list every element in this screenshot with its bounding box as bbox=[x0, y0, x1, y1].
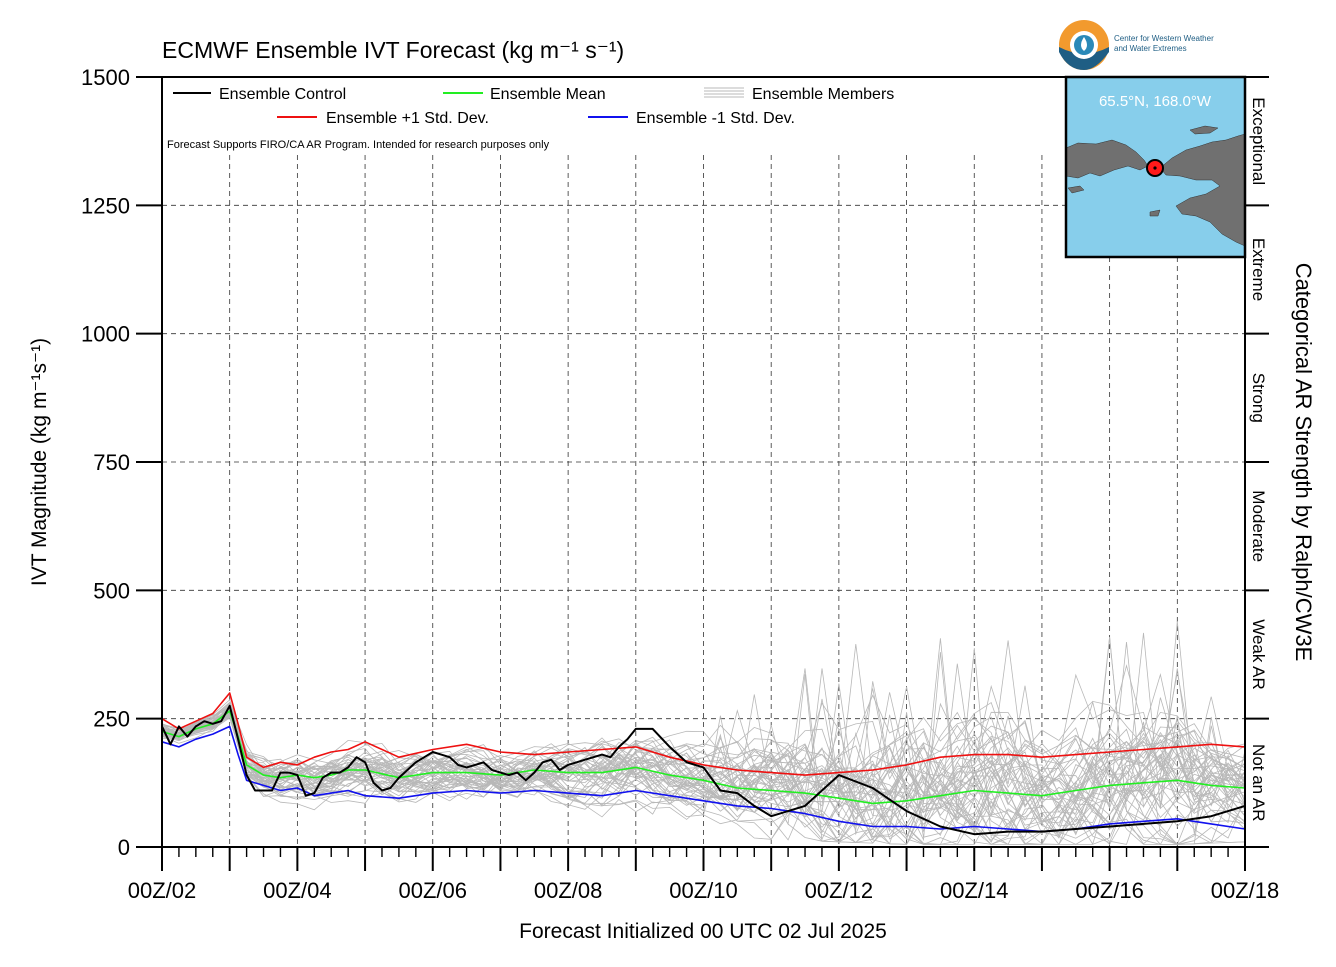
series-line-ensemble-control bbox=[161, 704, 1246, 836]
legend: Ensemble Control Ensemble Mean Ensemble … bbox=[173, 86, 894, 127]
series-line-ensemble-1-std-dev bbox=[161, 692, 1246, 776]
x-tick-label: 00Z/12 bbox=[805, 878, 874, 903]
right-axis-label: Categorical AR Strength by Ralph/CW3E bbox=[1291, 263, 1316, 662]
location-marker-dot bbox=[1153, 166, 1157, 170]
series-line-ensemble-1-std-dev bbox=[161, 725, 1246, 833]
inset-frame bbox=[1064, 75, 1247, 259]
y-tick-label: 750 bbox=[93, 450, 130, 475]
y-tick-label: 1250 bbox=[81, 193, 130, 218]
inset-land-east bbox=[1159, 133, 1246, 247]
ar-category-label: Strong bbox=[1249, 373, 1268, 423]
ensemble-member-line bbox=[161, 712, 1246, 845]
series-group bbox=[161, 692, 1246, 836]
ar-category-label: Weak AR bbox=[1249, 619, 1268, 690]
research-note: Forecast Supports FIRO/CA AR Program. In… bbox=[167, 139, 550, 151]
ensemble-member-line bbox=[161, 636, 1246, 845]
y-axis-label: IVT Magnitude (kg m⁻¹s⁻¹) bbox=[28, 338, 51, 586]
ensemble-member-line bbox=[161, 708, 1246, 839]
x-axis-label: Forecast Initialized 00 UTC 02 Jul 2025 bbox=[519, 920, 887, 943]
y-tick-label: 1000 bbox=[81, 322, 130, 347]
x-tick-label: 00Z/10 bbox=[669, 878, 738, 903]
chart-title: ECMWF Ensemble IVT Forecast (kg m⁻¹ s⁻¹) bbox=[162, 37, 624, 63]
legend-label-minus-std: Ensemble -1 Std. Dev. bbox=[636, 110, 795, 127]
y-tick-label: 500 bbox=[93, 578, 130, 603]
tick-labels-group: 0 250 500 750 1000 1250 1500 00Z/02 00Z/04 00Z/06… bbox=[81, 65, 1279, 903]
cw3e-logo: Center for Western Weather and Water Ext… bbox=[1059, 20, 1214, 70]
legend-label-plus-std: Ensemble +1 Std. Dev. bbox=[326, 110, 489, 127]
inset-land-north bbox=[1189, 125, 1219, 135]
inset-land-west-island bbox=[1067, 185, 1085, 194]
logo-text-line1: Center for Western Weather bbox=[1114, 34, 1214, 43]
ar-category-label: Exceptional bbox=[1249, 97, 1268, 185]
x-tick-label: 00Z/18 bbox=[1211, 878, 1280, 903]
ar-category-label: Not an AR bbox=[1249, 744, 1268, 822]
ensemble-member-line bbox=[161, 638, 1246, 843]
x-tick-label: 00Z/08 bbox=[534, 878, 603, 903]
ensemble-member-line bbox=[161, 701, 1246, 836]
ensemble-member-line bbox=[161, 709, 1246, 845]
inset-land-west bbox=[1065, 139, 1149, 179]
y-tick-label: 0 bbox=[118, 835, 130, 860]
location-inset-map: 65.5°N, 168.0°W bbox=[1064, 75, 1247, 259]
inset-land-east-island bbox=[1149, 209, 1161, 217]
ensemble-member-line bbox=[161, 636, 1246, 845]
water-drop-icon bbox=[1081, 37, 1087, 51]
series-line-ensemble-mean bbox=[161, 710, 1246, 805]
ensemble-member-line bbox=[161, 698, 1246, 829]
ensemble-member-line bbox=[161, 642, 1246, 824]
x-tick-label: 00Z/04 bbox=[263, 878, 332, 903]
logo-text-line2: and Water Extremes bbox=[1114, 44, 1187, 53]
legend-label-members: Ensemble Members bbox=[752, 86, 894, 103]
ensemble-member-line bbox=[161, 644, 1246, 827]
x-tick-label: 00Z/06 bbox=[399, 878, 468, 903]
x-tick-label: 00Z/16 bbox=[1075, 878, 1144, 903]
legend-label-mean: Ensemble Mean bbox=[490, 86, 606, 103]
ensemble-member-line bbox=[161, 681, 1246, 840]
ar-category-label: Moderate bbox=[1249, 490, 1268, 562]
y-tick-label: 1500 bbox=[81, 65, 130, 90]
x-tick-label: 00Z/02 bbox=[128, 878, 197, 903]
inset-location-label: 65.5°N, 168.0°W bbox=[1099, 93, 1212, 110]
ensemble-members-group bbox=[161, 621, 1246, 846]
y-tick-label: 250 bbox=[93, 707, 130, 732]
x-tick-label: 00Z/14 bbox=[940, 878, 1009, 903]
legend-label-control: Ensemble Control bbox=[219, 86, 346, 103]
ensemble-member-line bbox=[161, 715, 1246, 830]
ensemble-member-line bbox=[161, 701, 1246, 845]
legend-swatch-members bbox=[704, 87, 744, 98]
ensemble-member-line bbox=[161, 714, 1246, 845]
ensemble-member-line bbox=[161, 640, 1246, 845]
ar-category-label: Extreme bbox=[1249, 238, 1268, 301]
